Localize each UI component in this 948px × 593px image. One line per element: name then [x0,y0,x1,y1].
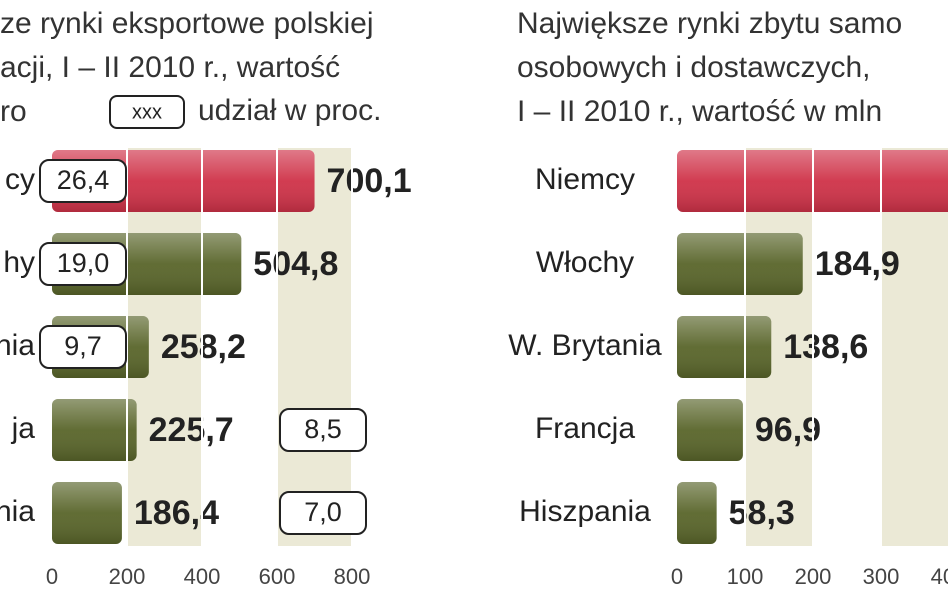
chart-title: acji, I – II 2010 r., wartość [0,51,340,84]
value-label: 504,8 [253,245,338,283]
x-tick-label: 0 [46,564,58,589]
share-label: 19,0 [57,248,110,278]
bar-shine [677,233,803,295]
x-tick-label: 800 [334,564,371,589]
value-label: 138,6 [783,328,868,366]
category-label: Niemcy [535,163,635,196]
x-tick-label: 0 [671,564,683,589]
share-box [39,242,127,286]
chart-title: Największe rynki zbytu samo [517,7,902,40]
bar-shine [677,316,772,378]
category-label: Hiszpania [519,495,651,528]
category-label: nia [0,495,35,528]
category-label: Francja [535,412,635,445]
share-label: 9,7 [64,331,102,361]
category-label: nia [0,329,35,362]
band [881,148,948,546]
share-box [279,408,367,452]
chart-title: ze rynki eksportowe polskiej [0,7,374,40]
bar-shine [677,399,743,461]
value-label: 258,2 [161,328,246,366]
value-label: 58,3 [729,494,795,532]
x-tick-label: 200 [109,564,146,589]
chart-title: osobowych i dostawczych, [517,51,871,84]
category-label: cy [5,163,35,196]
value-label: 700,1 [327,162,412,200]
value-label: 225,7 [149,411,234,449]
value-label: 184,9 [815,245,900,283]
category-label: W. Brytania [508,329,662,362]
x-tick-label: 400 [931,564,948,589]
chart-title: ro [0,95,27,128]
bar-shine [52,482,122,544]
value-label: 96,9 [755,411,821,449]
share-label: 26,4 [57,165,110,195]
band [277,148,352,546]
category-label: ja [11,412,36,445]
x-tick-label: 600 [259,564,296,589]
x-tick-label: 300 [863,564,900,589]
legend-label: udział w proc. [198,94,381,127]
legend-box [109,95,185,129]
legend-sample: xxx [132,101,162,123]
x-tick-label: 200 [795,564,832,589]
x-tick-label: 400 [184,564,221,589]
x-tick-label: 100 [727,564,764,589]
bar-shine [52,399,137,461]
share-box [39,325,127,369]
share-box [39,159,127,203]
share-label: 8,5 [304,414,342,444]
category-label: Włochy [536,246,634,279]
share-box [279,491,367,535]
bar-shine [677,482,717,544]
chart-title: I – II 2010 r., wartość w mln [517,95,882,128]
share-label: 7,0 [304,497,342,527]
value-label: 186,4 [134,494,219,532]
category-label: hy [3,246,35,279]
